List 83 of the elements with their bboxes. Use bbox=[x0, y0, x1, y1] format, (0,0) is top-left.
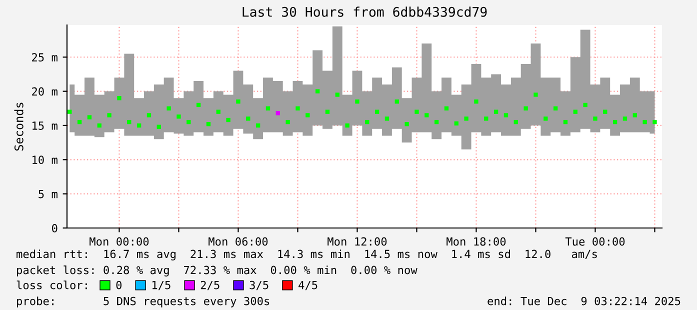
point bbox=[335, 92, 340, 97]
point bbox=[494, 110, 498, 114]
point bbox=[534, 92, 538, 97]
legend-label: 1/5 bbox=[152, 280, 170, 290]
point bbox=[196, 102, 201, 108]
point bbox=[107, 113, 112, 118]
text: packet loss: 0.28 % avg 72.33 % max 0.00 % min 0.00 % now bbox=[17, 266, 418, 276]
text: median rtt: 16.7 ms avg 21.3 ms max 14.3 ms min 14.5 ms now 1.4 ms sd 12.0 am/s bbox=[16, 250, 597, 260]
y-tick-label: 20 m bbox=[32, 87, 58, 96]
point bbox=[266, 106, 270, 110]
point bbox=[632, 113, 637, 118]
point bbox=[603, 110, 608, 114]
point bbox=[216, 110, 220, 114]
point bbox=[583, 102, 588, 108]
point bbox=[563, 120, 568, 124]
y-tick-label: 5 m bbox=[38, 190, 58, 198]
y-tick-label: 25 m bbox=[32, 53, 58, 62]
point bbox=[256, 123, 260, 128]
point bbox=[87, 115, 92, 120]
legend-label: 4/5 bbox=[298, 280, 318, 290]
text: probe: 5 DNS requests every 300s bbox=[17, 296, 270, 308]
point bbox=[127, 120, 132, 124]
point bbox=[524, 106, 528, 110]
point bbox=[296, 106, 300, 110]
point bbox=[593, 116, 598, 121]
point bbox=[286, 120, 290, 124]
point bbox=[474, 99, 478, 104]
point bbox=[553, 106, 558, 110]
point bbox=[345, 123, 350, 128]
point bbox=[136, 123, 142, 128]
legend-label: 2/5 bbox=[200, 280, 220, 290]
point bbox=[454, 121, 458, 126]
point bbox=[166, 106, 171, 110]
x-tick-label: Tue 00:00 bbox=[565, 237, 625, 246]
point bbox=[156, 124, 161, 129]
point bbox=[117, 96, 122, 100]
point bbox=[355, 99, 360, 104]
point bbox=[97, 123, 102, 128]
point bbox=[404, 122, 409, 126]
point bbox=[504, 113, 508, 118]
point bbox=[77, 120, 82, 124]
point bbox=[612, 120, 618, 124]
text: end: Tue Dec 9 03:22:14 2025 bbox=[488, 296, 680, 306]
legend-title: loss color: bbox=[16, 280, 87, 290]
point bbox=[226, 118, 230, 122]
y-tick-label: 0 bbox=[52, 224, 58, 232]
point bbox=[444, 106, 449, 110]
legend-label: 3/5 bbox=[250, 280, 268, 290]
point bbox=[652, 120, 657, 124]
point bbox=[186, 120, 191, 124]
y-tick-label: 15 m bbox=[32, 122, 58, 130]
point bbox=[434, 120, 439, 124]
x-tick-label: Mon 12:00 bbox=[328, 237, 387, 246]
point bbox=[276, 111, 280, 116]
x-tick-label: Mon 18:00 bbox=[446, 237, 506, 246]
point bbox=[146, 113, 152, 118]
point bbox=[68, 110, 72, 114]
point bbox=[325, 110, 330, 114]
point bbox=[464, 116, 468, 121]
point bbox=[642, 120, 647, 124]
point bbox=[394, 99, 399, 104]
point bbox=[365, 120, 370, 124]
point bbox=[306, 113, 310, 118]
x-tick-label: Mon 06:00 bbox=[208, 237, 268, 246]
point bbox=[315, 89, 320, 94]
point bbox=[514, 120, 518, 124]
point bbox=[622, 116, 628, 121]
point bbox=[384, 116, 390, 121]
point bbox=[206, 122, 211, 126]
point bbox=[544, 116, 548, 121]
chart-title: Last 30 Hours from 6dbb4339cd79 bbox=[242, 6, 487, 17]
y-tick-label: 10 m bbox=[32, 156, 58, 164]
point bbox=[236, 99, 240, 104]
point bbox=[246, 116, 250, 121]
point bbox=[573, 110, 578, 114]
point bbox=[484, 116, 488, 121]
legend-label: 0 bbox=[116, 280, 122, 290]
y-axis-title: Seconds bbox=[14, 102, 24, 151]
point bbox=[176, 114, 181, 119]
point bbox=[414, 110, 419, 114]
point bbox=[424, 113, 429, 118]
point bbox=[374, 110, 380, 114]
x-tick-label: Mon 00:00 bbox=[90, 237, 149, 246]
